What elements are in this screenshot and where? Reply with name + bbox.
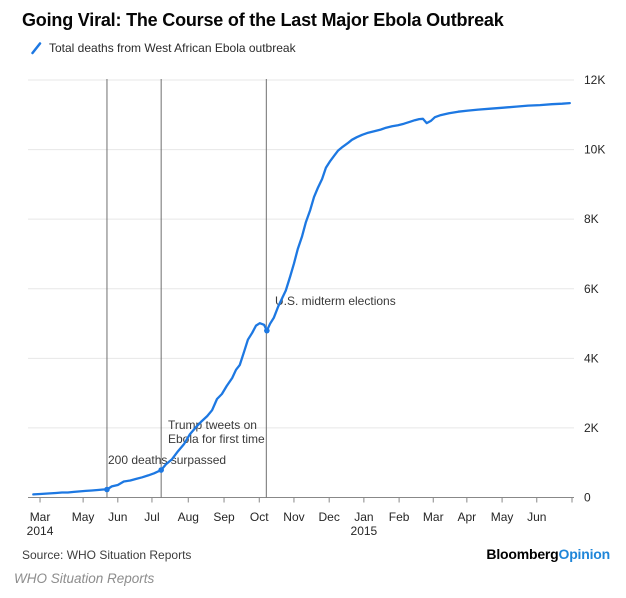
image-caption: WHO Situation Reports [14,571,155,586]
deaths-line-series [32,101,571,496]
x-tick-label: Mar [30,510,51,524]
x-tick-label: Nov [283,510,304,524]
y-tick-label: 12K [584,73,605,87]
x-tick-label: Aug [178,510,199,524]
source-note: Source: WHO Situation Reports [22,548,192,562]
event-marker-dot [158,467,164,473]
x-tick-label: Apr [458,510,477,524]
x-tick-year-label: 2015 [351,524,378,538]
x-tick-label: Sep [213,510,235,524]
logo-bloomberg-text: Bloomberg [486,546,559,562]
x-tick-label: Jun [527,510,546,524]
x-tick-label: Oct [250,510,269,524]
logo-opinion-text: Opinion [558,546,611,562]
chart-legend: Total deaths from West African Ebola out… [30,41,296,55]
line-series-slash-icon [31,41,42,54]
y-tick-label: 10K [584,143,605,157]
event-marker-dot [264,327,270,334]
y-tick-label: 2K [584,421,599,435]
bloomberg-opinion-logo: BloombergOpinion [486,546,610,562]
x-tick-label: Jul [144,510,159,524]
y-tick-label: 6K [584,282,599,296]
legend-label: Total deaths from West African Ebola out… [49,41,296,55]
x-tick-label: Jun [108,510,127,524]
chart-title: Going Viral: The Course of the Last Majo… [22,10,504,30]
x-tick-label: Jan [354,510,373,524]
y-tick-label: 4K [584,351,599,365]
event-annotation: Trump tweets on [168,418,257,432]
event-annotation: 200 deaths surpassed [108,453,226,467]
y-tick-label: 0 [584,491,591,505]
y-tick-label: 8K [584,212,599,226]
x-tick-year-label: 2014 [27,524,54,538]
event-annotation: Ebola for first time [168,432,265,446]
x-tick-label: Feb [389,510,410,524]
x-tick-label: Mar [423,510,444,524]
event-marker-dot [104,486,110,493]
x-tick-label: May [491,510,514,524]
x-tick-label: May [72,510,95,524]
x-tick-label: Dec [319,510,340,524]
event-annotation: U.S. midterm elections [275,294,396,308]
